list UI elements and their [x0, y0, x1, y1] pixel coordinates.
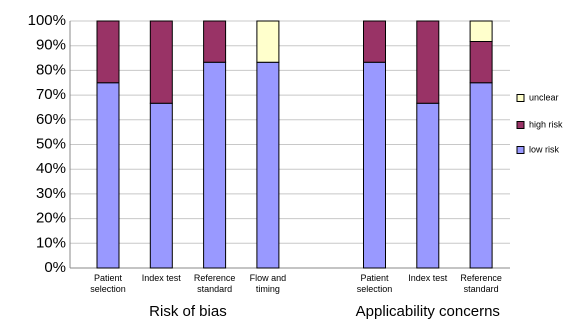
legend-swatch [516, 146, 525, 154]
legend-label: unclear [529, 92, 559, 102]
bar-segment [469, 82, 493, 269]
bar-segment [203, 61, 227, 269]
bar-segment [416, 102, 440, 269]
y-tick-label: 70% [36, 86, 66, 103]
bar-segment [96, 20, 120, 84]
legend-label: high risk [529, 119, 563, 129]
legend-swatch [516, 121, 525, 129]
legend-label: low risk [529, 144, 560, 154]
group-label: Applicability concerns [355, 303, 500, 320]
y-tick-label: 30% [36, 185, 66, 202]
x-tick-label: Patient selection [90, 273, 126, 294]
y-tick-label: 0% [44, 259, 66, 276]
bar-segment [149, 102, 173, 269]
y-tick-label: 50% [36, 135, 66, 152]
bar-segment [469, 41, 493, 84]
bar-segment [256, 20, 280, 63]
bar-segment [416, 20, 440, 104]
y-tick-label: 90% [36, 37, 66, 54]
y-tick-label: 10% [36, 234, 66, 251]
y-tick-label: 60% [36, 111, 66, 128]
bar-segment [469, 20, 493, 43]
bar-segment [363, 61, 386, 269]
y-tick-label: 40% [36, 160, 66, 177]
bar-segment [363, 20, 386, 63]
y-tick-label: 80% [36, 61, 66, 78]
x-tick-label: Index test [141, 273, 181, 283]
x-tick-label: Reference standard [460, 273, 502, 294]
y-tick-label: 100% [28, 12, 66, 29]
x-tick-label: Reference standard [193, 273, 236, 294]
x-tick-label: Flow and timing [249, 273, 287, 294]
y-tick-label: 20% [36, 210, 66, 227]
bar-segment [149, 20, 173, 104]
x-tick-label: Patient selection [356, 273, 393, 294]
group-label: Risk of bias [149, 303, 227, 320]
bar-segment [203, 20, 227, 63]
x-tick-label: Index test [408, 273, 448, 283]
legend-swatch [516, 94, 525, 102]
bar-segment [256, 61, 280, 269]
bar-segment [96, 82, 120, 269]
